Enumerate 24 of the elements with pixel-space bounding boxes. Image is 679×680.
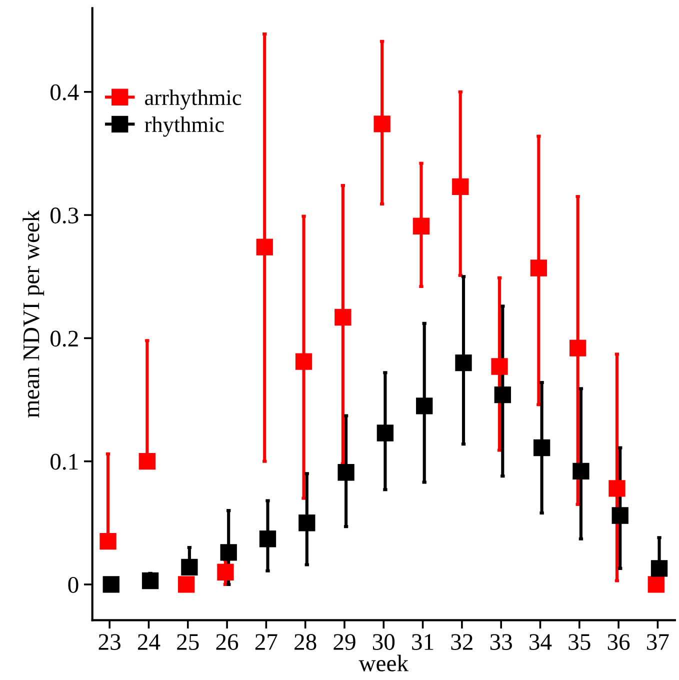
x-tick-label: 25 [177, 634, 199, 650]
x-tick-label: 30 [372, 634, 395, 650]
x-tick-label: 32 [451, 634, 472, 650]
x-tick-label: 27 [255, 634, 278, 650]
x-tick-label: 24 [138, 634, 160, 650]
y-axis-title: mean NDVI per week [22, 210, 44, 418]
x-tick-label: 34 [530, 634, 552, 650]
legend-label: rhythmic [144, 116, 224, 137]
x-axis-title: week [358, 654, 409, 672]
y-tick-label: 0.3 [50, 208, 78, 224]
legend-label: arrhythmic [145, 89, 242, 110]
x-tick-label: 36 [608, 634, 630, 650]
x-tick-label: 23 [98, 634, 120, 650]
y-tick-label: 0.2 [50, 330, 78, 347]
y-tick-label: 0.1 [50, 454, 78, 470]
x-tick-label: 35 [568, 634, 590, 650]
y-tick-label: 0 [68, 576, 78, 593]
x-tick-label: 31 [412, 634, 434, 650]
y-tick-label: 0.4 [50, 84, 79, 100]
x-tick-label: 37 [647, 634, 669, 650]
x-tick-label: 28 [294, 634, 316, 650]
x-tick-label: 33 [490, 634, 512, 650]
x-tick-label: 29 [334, 634, 356, 650]
x-tick-label: 26 [216, 634, 238, 650]
